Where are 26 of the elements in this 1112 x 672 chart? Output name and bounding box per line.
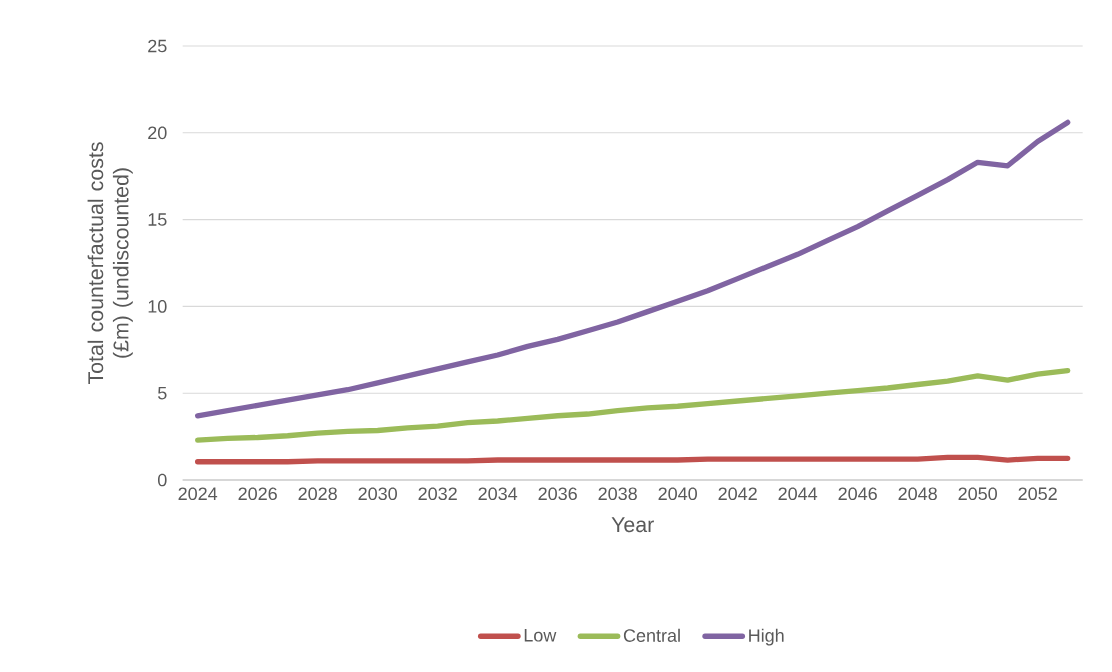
x-tick-label: 2028 xyxy=(298,487,337,501)
y-tick-label: 0 xyxy=(158,473,167,487)
x-tick-label: 2026 xyxy=(238,487,277,501)
x-tick-label: 2034 xyxy=(478,487,518,501)
y-tick-label: 15 xyxy=(148,213,167,226)
y-tick-label: 10 xyxy=(148,300,167,313)
x-tick-label: 2050 xyxy=(958,487,997,501)
x-tick-label: 2036 xyxy=(538,487,577,501)
y-tick-label: 25 xyxy=(148,39,167,53)
y-tick-label: 5 xyxy=(158,386,167,400)
x-axis-title: Year xyxy=(611,517,654,533)
x-tick-label: 2048 xyxy=(898,487,937,501)
legend-label: Low xyxy=(524,629,557,642)
x-tick-label: 2052 xyxy=(1018,487,1057,501)
x-tick-label: 2030 xyxy=(358,487,397,501)
y-tick-label: 20 xyxy=(148,126,167,140)
x-tick-label: 2046 xyxy=(838,487,877,501)
x-tick-label: 2032 xyxy=(418,487,457,501)
y-axis-title: Total counterfactual costs (£m) (undiscounted) xyxy=(87,142,133,385)
x-tick-label: 2044 xyxy=(778,487,818,501)
x-tick-label: 2040 xyxy=(658,487,697,501)
legend-label: Central xyxy=(623,628,680,642)
x-tick-label: 2038 xyxy=(598,487,637,501)
x-tick-label: 2042 xyxy=(718,487,757,501)
x-tick-label: 2024 xyxy=(178,487,218,501)
legend-label: High xyxy=(749,628,784,646)
